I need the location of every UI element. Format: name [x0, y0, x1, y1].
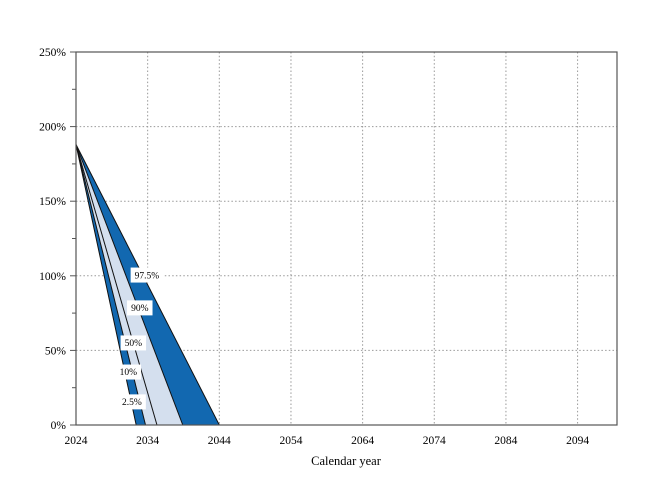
x-tick-label-2024: 2024	[65, 435, 88, 447]
x-axis-title: Calendar year	[311, 454, 382, 468]
percentile-line-50	[75, 144, 158, 426]
percentile-label-bg-50	[120, 335, 147, 351]
x-tick-label-2094: 2094	[566, 435, 589, 447]
y-tick-label-50: 50%	[45, 345, 67, 357]
percentile-label-90: 90%	[131, 304, 149, 314]
y-tick-label-200: 200%	[39, 122, 66, 134]
chart-generated-layers: 97.5% 90% 50% 10% 2.5% 0% 50% 100% 150% 200% 250% 2…	[39, 47, 618, 447]
x-tick-label-2054: 2054	[279, 435, 302, 447]
y-tick-label-100: 100%	[39, 271, 66, 283]
x-tick-label-2084: 2084	[494, 435, 517, 447]
percentile-label-97.5: 97.5%	[135, 271, 160, 281]
percentile-label-10: 10%	[120, 368, 138, 378]
y-tick-label-0: 0%	[51, 420, 67, 432]
percentile-line-90	[75, 144, 184, 426]
percentile-label-50: 50%	[125, 339, 143, 349]
x-tick-label-2044: 2044	[208, 435, 231, 447]
percentile-label-bg-97.5	[130, 267, 164, 283]
percentile-label-bg-90	[127, 300, 153, 316]
percentile-label-bg-10	[115, 364, 142, 380]
percentile-line-97.5	[75, 144, 220, 426]
plot-frame	[75, 51, 618, 426]
x-tick-label-2074: 2074	[423, 435, 446, 447]
y-tick-label-150: 150%	[39, 196, 66, 208]
percentile-label-bg-2.5	[117, 394, 146, 410]
y-tick-label-250: 250%	[39, 47, 66, 59]
percentile-label-2.5: 2.5%	[122, 398, 142, 408]
x-tick-label-2034: 2034	[136, 435, 159, 447]
x-tick-label-2064: 2064	[351, 435, 374, 447]
